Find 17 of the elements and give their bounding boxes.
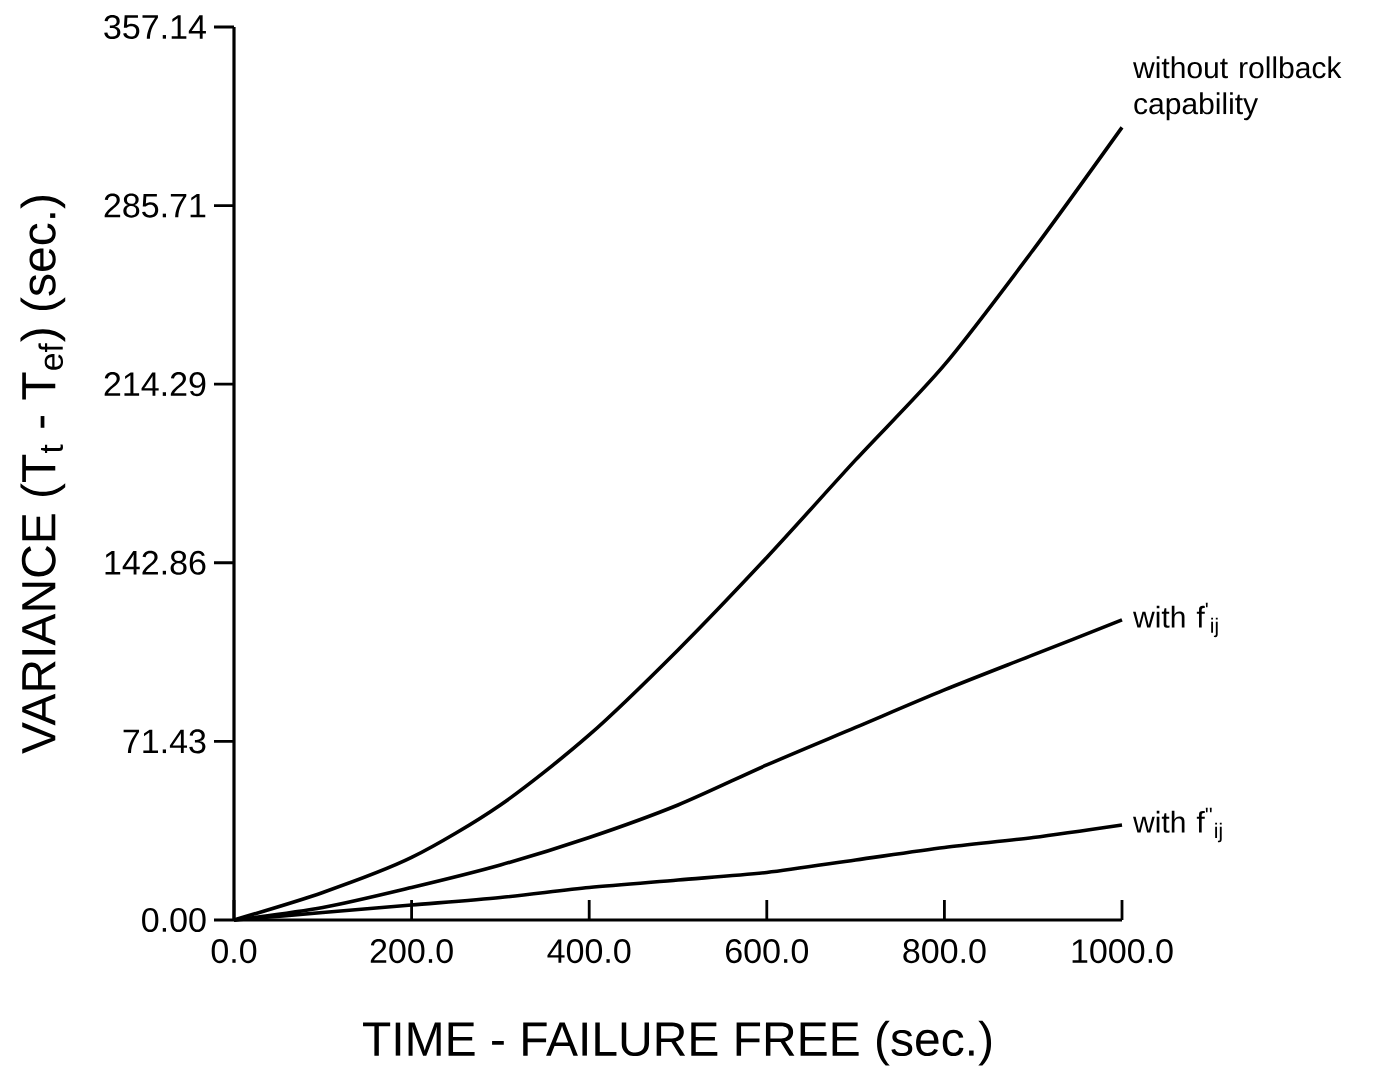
x-tick-label: 600.0 xyxy=(725,938,809,964)
series-label: without rollback capability xyxy=(1133,56,1342,121)
y-tick-label: 285.71 xyxy=(104,193,206,218)
x-tick-label: 800.0 xyxy=(903,938,986,964)
series-label: with f$^{'}$ij xyxy=(1133,602,1218,638)
y-tick-label: 214.29 xyxy=(104,372,206,397)
x-axis-title: TIME - FAILURE FREE (sec.) xyxy=(363,1020,992,1066)
x-tick-label: 0.0 xyxy=(211,938,257,964)
y-axis-title: VARIANCE (T$_{t}$ - T$_{ef}$) (sec.) xyxy=(20,195,66,754)
y-tick-label: 357.14 xyxy=(104,14,206,39)
x-tick-label: 400.0 xyxy=(547,938,631,964)
y-tick-label: 71.43 xyxy=(123,729,206,754)
x-tick-label: 200.0 xyxy=(370,938,453,964)
y-tick-label: 142.86 xyxy=(105,550,206,575)
y-tick-label: 0.00 xyxy=(142,907,206,932)
series-label: with f$^{''}$ij xyxy=(1133,807,1222,843)
x-tick-label: 1000.0 xyxy=(1072,938,1173,964)
